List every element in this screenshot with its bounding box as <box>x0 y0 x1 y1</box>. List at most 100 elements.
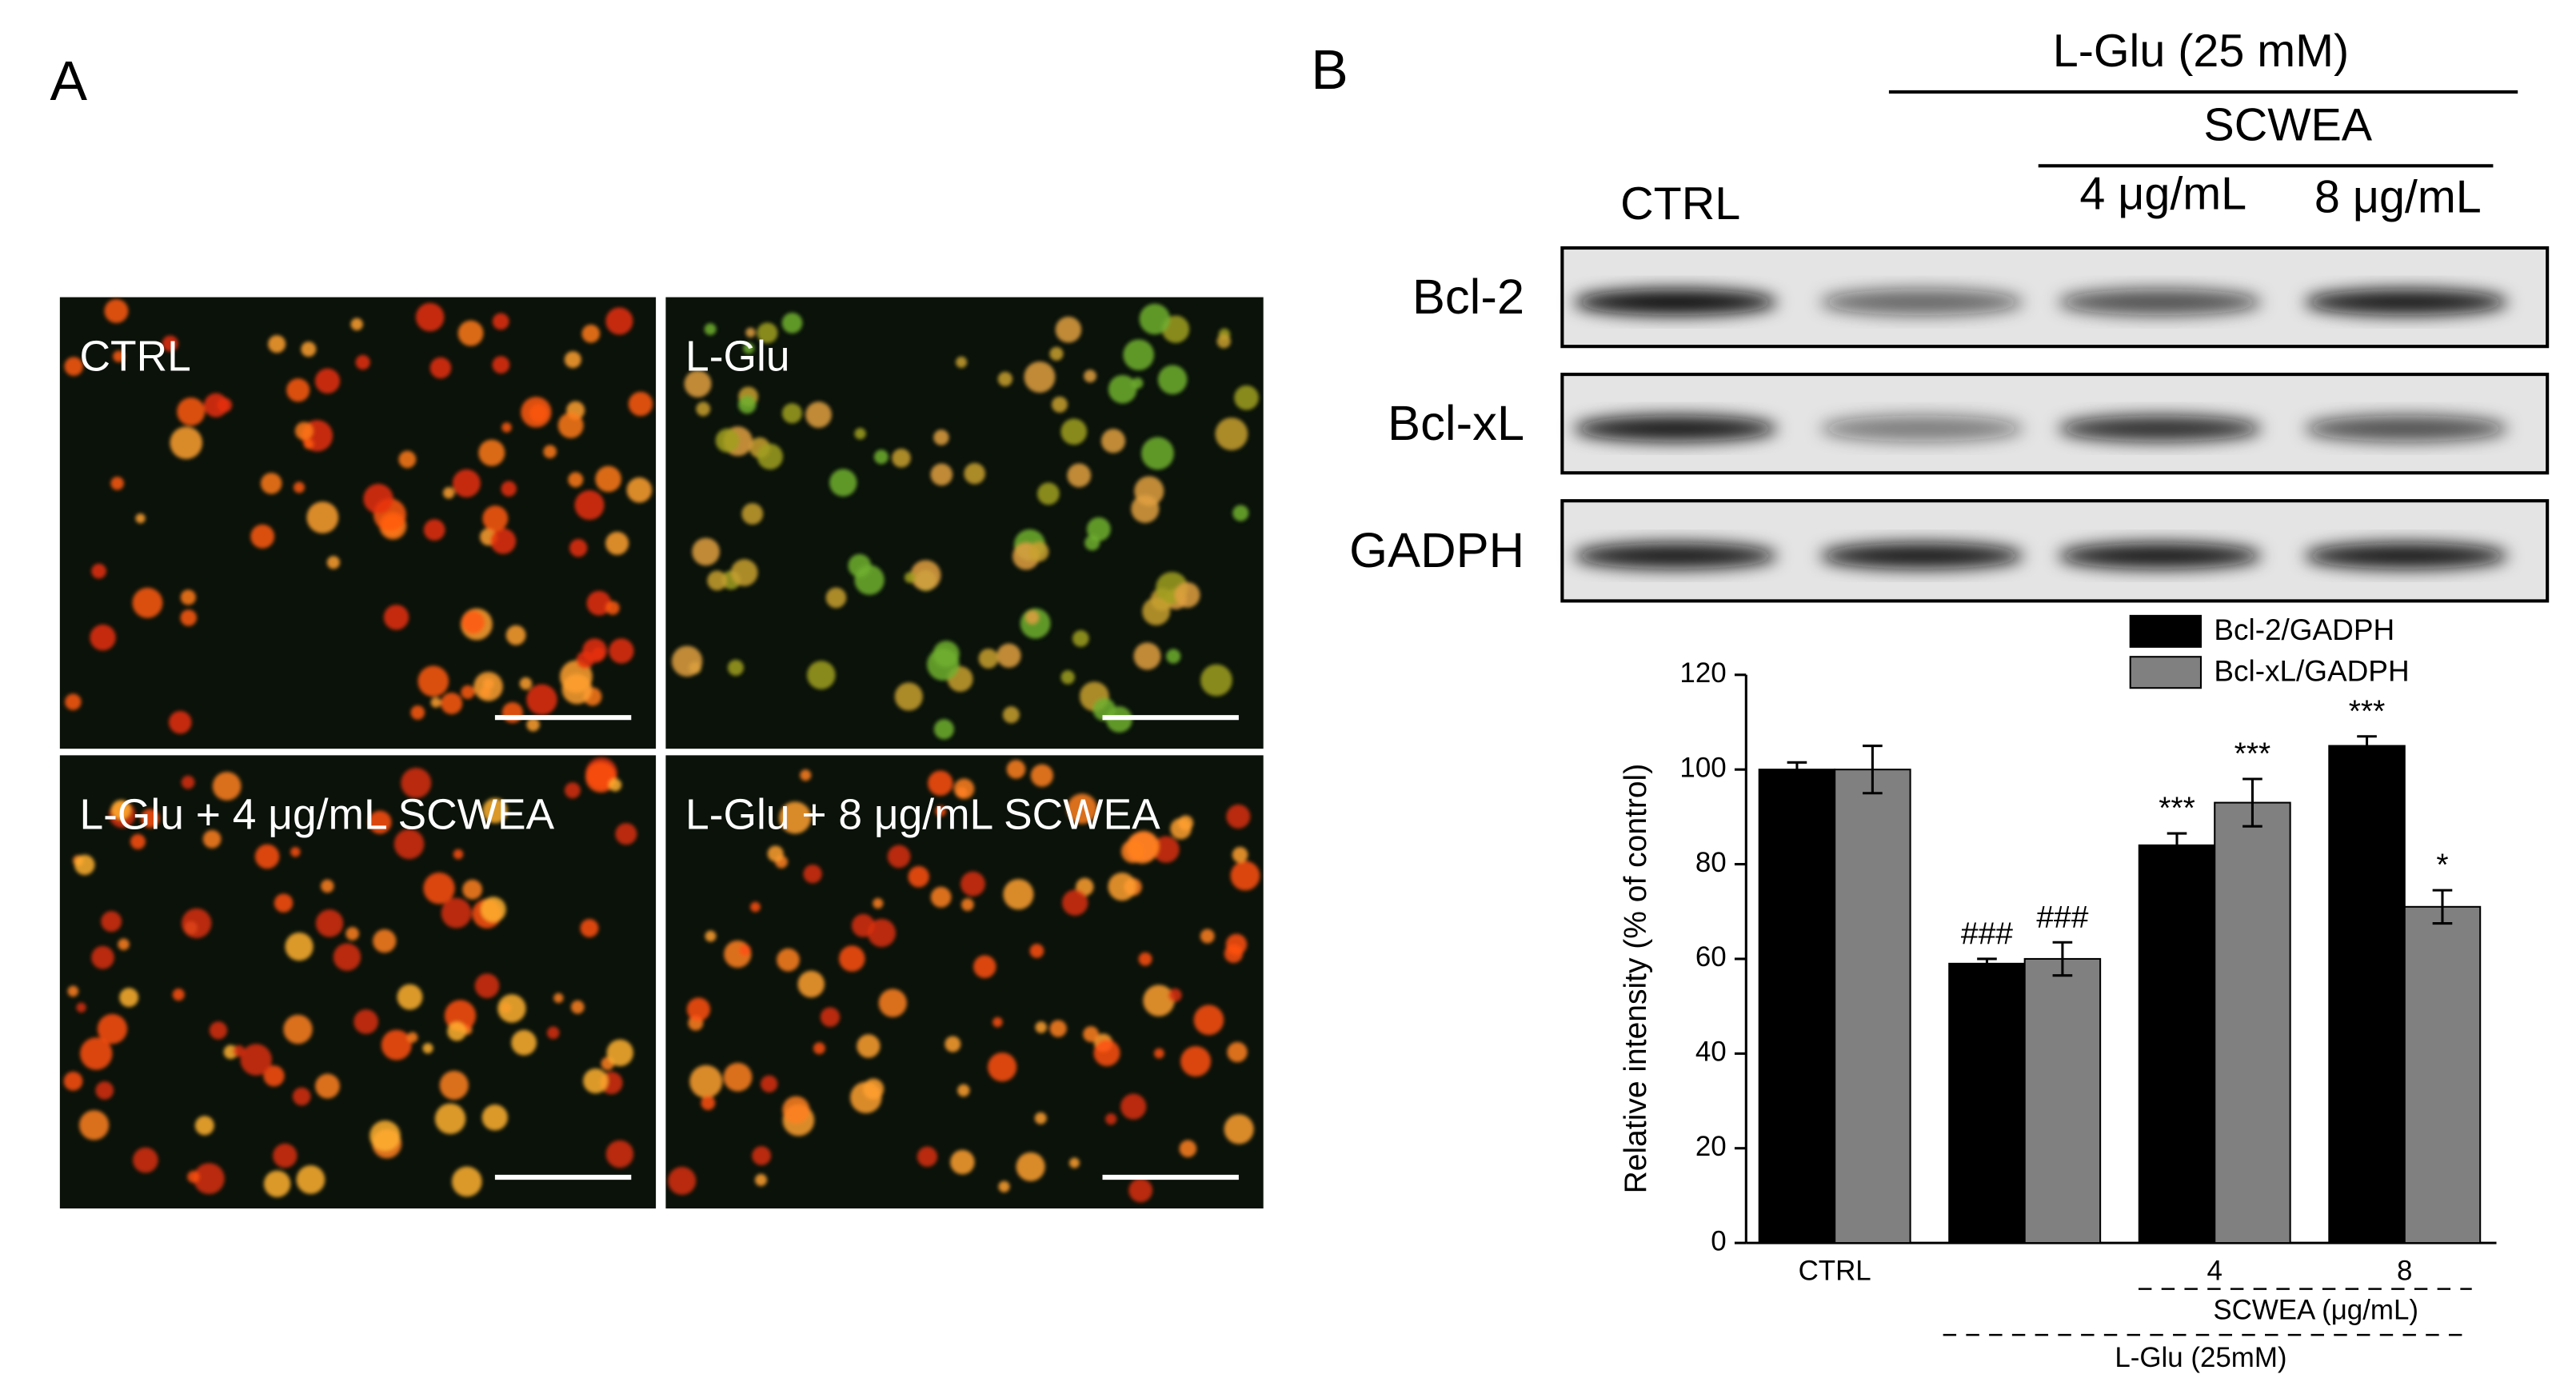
cell <box>90 624 116 651</box>
cell <box>1152 836 1180 863</box>
cell <box>704 323 717 336</box>
cell <box>350 318 363 331</box>
cell <box>1049 346 1064 361</box>
cell <box>511 1029 537 1056</box>
micrograph <box>665 755 1264 1209</box>
cell <box>961 898 974 912</box>
significance-label: *** <box>2159 792 2195 826</box>
cell <box>752 1146 772 1166</box>
cell <box>873 449 889 465</box>
cell <box>626 477 653 503</box>
cell <box>442 486 455 499</box>
y-tick-label: 40 <box>1695 1037 1727 1068</box>
cell <box>757 322 778 344</box>
cell <box>274 893 294 913</box>
x-tick-label: CTRL <box>1799 1255 1871 1286</box>
cell <box>321 879 334 893</box>
cell <box>505 625 526 645</box>
bar <box>2023 957 2102 1244</box>
cell <box>1170 817 1192 840</box>
cell <box>209 1021 228 1040</box>
cell <box>1224 1114 1254 1144</box>
panel-letter: A <box>50 50 88 112</box>
x-tick-label: 8 <box>2397 1255 2412 1286</box>
cell <box>692 537 720 566</box>
y-tick-label: 20 <box>1695 1131 1727 1162</box>
cell <box>1093 1040 1120 1067</box>
image-label: L-Glu + 4 μg/mL SCWEA <box>79 791 554 838</box>
cell <box>97 1013 128 1045</box>
cell <box>169 710 192 734</box>
cell <box>605 1140 634 1168</box>
band <box>2058 289 2262 316</box>
cell <box>263 1170 291 1198</box>
significance-label: * <box>2436 849 2448 883</box>
cell <box>605 307 633 335</box>
cell <box>737 395 757 414</box>
cell <box>80 1037 113 1070</box>
cell <box>180 609 198 626</box>
band <box>2304 289 2508 316</box>
cell <box>996 643 1021 668</box>
cell <box>1193 1005 1224 1036</box>
cell <box>1061 889 1088 916</box>
cell <box>1006 760 1026 779</box>
cell <box>930 886 952 908</box>
cell <box>928 770 953 796</box>
cell <box>564 782 581 799</box>
cell <box>293 481 306 493</box>
cell <box>482 505 509 532</box>
cell <box>306 501 339 533</box>
cell <box>78 1110 110 1140</box>
cell <box>908 865 929 888</box>
cell <box>935 805 947 817</box>
cell <box>707 570 728 591</box>
y-tick-label: 80 <box>1695 847 1727 878</box>
cell <box>457 320 484 346</box>
cell <box>132 587 163 618</box>
cell <box>118 938 130 951</box>
bar-chart: 0 20 40 60 80 100 120 Relative intensity (% of … <box>1619 613 2497 1373</box>
cell <box>292 1087 311 1106</box>
bar <box>2214 801 2291 1244</box>
cell <box>997 371 1013 387</box>
cell <box>182 908 212 939</box>
cell <box>314 368 341 394</box>
cell <box>585 761 617 793</box>
cell <box>91 563 106 579</box>
image-label: CTRL <box>79 334 190 381</box>
cell <box>586 590 612 616</box>
cell <box>782 1096 810 1124</box>
cell <box>410 705 425 720</box>
cell <box>76 1002 86 1013</box>
cell <box>904 572 916 583</box>
error-bar <box>2243 777 2262 828</box>
bar <box>2328 745 2406 1244</box>
cell <box>850 1081 882 1114</box>
cell <box>1060 670 1075 685</box>
cell <box>104 298 129 323</box>
significance-label: ### <box>1961 917 2013 952</box>
cell <box>757 443 784 470</box>
cell <box>355 354 370 370</box>
cell <box>950 1149 975 1175</box>
cell <box>957 1084 970 1097</box>
cell <box>917 1146 938 1167</box>
cell <box>813 1042 825 1055</box>
cell <box>553 993 564 1004</box>
cell <box>326 556 341 569</box>
cell <box>825 587 847 609</box>
cell <box>854 565 885 595</box>
cell <box>1060 418 1088 445</box>
cell <box>268 335 286 353</box>
cell <box>1072 629 1089 647</box>
cell <box>1051 396 1068 413</box>
blot-row-label: Bcl-xL <box>1388 396 1524 451</box>
cell <box>1035 1021 1048 1033</box>
bar <box>1834 769 1911 1244</box>
cell <box>417 665 449 697</box>
bands <box>1573 415 2508 442</box>
band <box>2058 542 2262 569</box>
cell <box>892 448 911 468</box>
cell <box>1139 303 1171 335</box>
